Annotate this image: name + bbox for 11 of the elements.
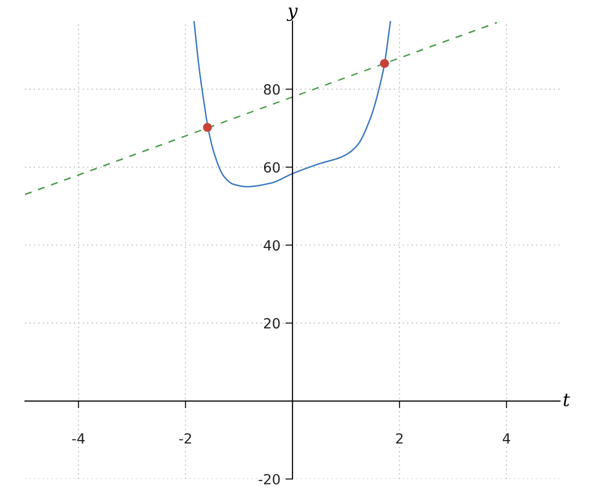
y-tick-label: 40 [264,240,280,251]
y-tick-label: -20 [258,474,280,484]
y-tick-label: 80 [264,84,280,95]
x-tick-label: 4 [502,433,510,444]
x-tick-label: 2 [396,433,403,444]
x-axis-title: t [564,394,570,406]
x-tick-label: -4 [72,433,85,444]
y-axis-title: y [286,8,298,21]
y-tick-label: 60 [264,162,280,173]
y-tick-label: 20 [264,318,280,329]
x-tick-label: -2 [179,433,192,444]
